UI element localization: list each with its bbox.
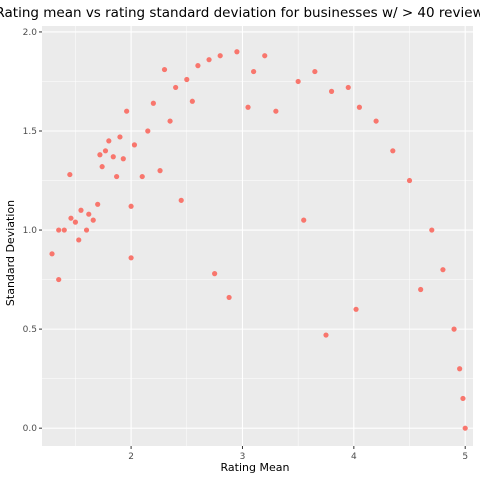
data-point: [173, 84, 179, 91]
data-point: [390, 148, 396, 154]
data-point: [67, 171, 73, 178]
data-point: [251, 68, 257, 75]
data-point: [78, 207, 84, 213]
data-point: [128, 255, 134, 261]
data-point: [234, 49, 240, 55]
data-point: [312, 68, 318, 75]
data-point: [56, 276, 62, 283]
data-point: [226, 294, 232, 301]
y-axis-title: Standard Deviation: [4, 200, 17, 306]
data-point: [86, 211, 92, 217]
data-point: [150, 100, 156, 106]
data-point: [124, 108, 130, 114]
data-point: [457, 366, 463, 372]
data-point: [429, 227, 435, 233]
x-tick-label: 4: [351, 452, 357, 462]
data-point: [206, 57, 212, 63]
chart-title: Rating mean vs rating standard deviation…: [0, 5, 480, 21]
data-point: [245, 104, 251, 110]
data-point: [295, 78, 301, 85]
data-point: [406, 177, 413, 184]
data-point: [373, 118, 379, 124]
data-point: [418, 286, 424, 293]
plot-panel: [42, 26, 473, 446]
data-point: [110, 154, 116, 160]
data-point: [128, 203, 134, 209]
data-point: [353, 306, 359, 312]
data-point: [117, 134, 123, 140]
data-point: [139, 173, 145, 180]
data-point: [99, 164, 105, 170]
x-tick-label: 3: [240, 452, 246, 462]
x-tick-label: 2: [128, 452, 134, 462]
data-point: [462, 425, 468, 431]
y-tick-label: 0.5: [23, 325, 37, 335]
data-point: [95, 201, 101, 207]
data-point: [167, 118, 173, 124]
y-tick-label: 0.0: [23, 424, 38, 434]
data-point: [61, 227, 67, 233]
data-point: [114, 173, 120, 180]
data-point: [145, 128, 151, 134]
major-gridlines: [42, 26, 473, 446]
y-tick-label: 2.0: [23, 28, 38, 38]
data-points: [49, 49, 468, 431]
y-tick-label: 1.5: [23, 127, 37, 137]
data-point: [195, 63, 201, 69]
data-point: [460, 395, 466, 402]
data-point: [120, 156, 126, 162]
minor-gridlines: [42, 26, 473, 446]
data-point: [90, 217, 96, 223]
data-point: [184, 76, 190, 83]
data-point: [217, 53, 223, 59]
data-point: [56, 227, 62, 233]
data-point: [76, 237, 82, 243]
data-point: [97, 152, 103, 158]
x-axis-ticks: 2 3 4 5: [128, 446, 468, 462]
data-point: [157, 168, 163, 174]
data-point: [301, 217, 307, 223]
data-point: [102, 148, 109, 154]
data-point: [356, 104, 363, 110]
data-point: [68, 215, 74, 221]
x-tick-label: 5: [462, 452, 468, 462]
data-point: [262, 53, 268, 59]
data-point: [178, 197, 184, 203]
data-point: [328, 88, 335, 94]
data-point: [83, 227, 90, 233]
data-point: [440, 267, 446, 273]
data-point: [345, 84, 351, 91]
data-point: [189, 98, 195, 104]
data-point: [273, 108, 279, 114]
data-point: [72, 219, 79, 225]
data-point: [451, 326, 457, 332]
x-axis-title: Rating Mean: [221, 461, 290, 474]
data-point: [212, 271, 218, 277]
y-tick-label: 1.0: [23, 226, 38, 236]
data-point: [49, 251, 55, 257]
data-point: [131, 142, 138, 148]
data-point: [161, 66, 168, 73]
y-axis-ticks: 0.0 0.5 1.0 1.5 2.0: [23, 28, 42, 434]
data-point: [323, 332, 329, 338]
data-point: [106, 138, 112, 144]
